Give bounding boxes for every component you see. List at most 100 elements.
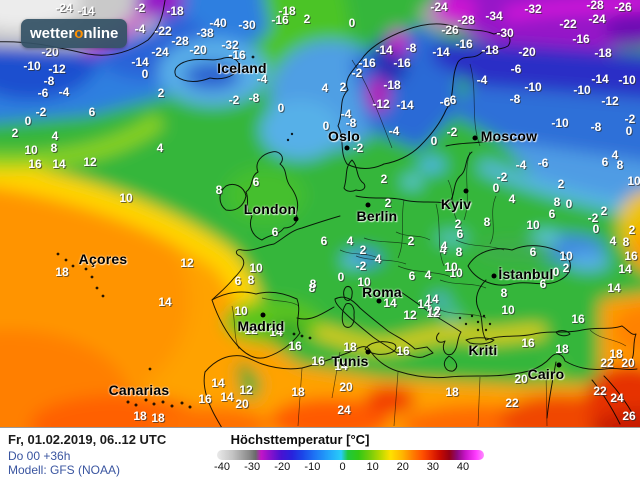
temp-label: 14: [211, 376, 225, 390]
temp-label: 14: [383, 296, 397, 310]
temp-label: 10: [449, 266, 463, 280]
temp-label: -10: [618, 73, 636, 87]
temp-label: -2: [355, 259, 367, 273]
temp-label: 0: [348, 16, 356, 30]
city-dot: [472, 135, 478, 141]
city-dot: [376, 298, 382, 304]
temp-label: 22: [505, 396, 519, 410]
temp-label: 10: [357, 275, 371, 289]
temp-label: 8: [553, 195, 561, 209]
temp-label: 2: [600, 204, 608, 218]
temp-label: 10: [559, 249, 573, 263]
temp-label: 16: [624, 249, 638, 263]
temp-label: 2: [303, 12, 311, 26]
temp-label: 14: [417, 297, 431, 311]
city-dot: [556, 362, 562, 368]
temp-label: 4: [609, 234, 617, 248]
country-borders: [231, 59, 627, 427]
temp-label: -16: [271, 13, 289, 27]
temp-label: -10: [551, 116, 569, 130]
temp-label: 8: [308, 281, 316, 295]
temp-label: 16: [198, 392, 212, 406]
temp-label: 6: [456, 227, 464, 241]
temp-label: 4: [440, 239, 448, 253]
temp-label: 0: [592, 222, 600, 236]
city-label: Iceland: [217, 60, 267, 76]
temperature-color-scale: [217, 450, 484, 460]
temp-label: 2: [454, 217, 462, 231]
logo-accent-o: o: [74, 25, 84, 42]
temp-label: 4: [439, 243, 447, 257]
temp-label: -24: [151, 45, 169, 59]
temp-label: -26: [614, 0, 632, 14]
temp-label: 20: [621, 356, 635, 370]
temp-label: 16: [288, 339, 302, 353]
temp-label: -8: [509, 92, 521, 106]
temp-label: 16: [571, 312, 585, 326]
temp-label: 18: [343, 340, 357, 354]
temp-label: -6: [37, 86, 49, 100]
temp-label: 10: [249, 261, 263, 275]
temp-label: -12: [372, 97, 390, 111]
temp-label: 18: [151, 411, 165, 425]
temp-label: 2: [359, 243, 367, 257]
temp-label: -24: [588, 12, 606, 26]
temp-label: 10: [526, 218, 540, 232]
temp-label: 6: [601, 155, 609, 169]
temp-label: 4: [346, 234, 354, 248]
temp-label: 2: [407, 234, 415, 248]
temp-label: 0: [430, 134, 438, 148]
temp-label: -2: [446, 125, 458, 139]
temp-label: -14: [591, 72, 609, 86]
europe-temperature-map: -24 -14 -2 -18 -4 -22 -38 -28 -20 -24 -20 -14 -10 -12…: [0, 0, 640, 427]
temp-label: 10: [444, 260, 458, 274]
legend-tick: -40: [214, 461, 230, 473]
temp-label: -2: [352, 141, 364, 155]
temp-label: 0: [277, 101, 285, 115]
temp-label: -10: [524, 80, 542, 94]
city-label: Moscow: [480, 128, 538, 144]
temp-label: -2: [587, 211, 599, 225]
temp-label: 0: [492, 181, 500, 195]
temp-label: -4: [476, 73, 488, 87]
city-label: Oslo: [328, 128, 360, 144]
temp-label: -30: [496, 26, 514, 40]
temp-label: -6: [439, 95, 451, 109]
map-labels-layer: -24 -14 -2 -18 -4 -22 -38 -28 -20 -24 -20 -14 -10 -12…: [12, 0, 640, 425]
temp-label: 22: [600, 356, 614, 370]
legend-tick: -20: [274, 461, 291, 473]
temp-label: -2: [624, 112, 636, 126]
temp-label: 8: [455, 245, 463, 259]
temp-label: 10: [501, 303, 515, 317]
temp-label: 2: [628, 223, 636, 237]
temp-label: 8: [309, 277, 317, 291]
temp-label: 0: [625, 124, 633, 138]
city-label: İstanbul: [498, 266, 554, 282]
temp-label: -40: [209, 16, 227, 30]
temp-label: 20: [339, 380, 353, 394]
temp-label: 2: [380, 172, 388, 186]
temp-label: 0: [141, 67, 149, 81]
temp-label: -8: [43, 74, 55, 88]
temp-label: 12: [426, 306, 440, 320]
temp-label: 24: [610, 391, 624, 405]
temp-label: 18: [609, 347, 623, 361]
temp-label: 4: [156, 141, 164, 155]
temp-label: -20: [41, 45, 59, 59]
temp-label: -28: [457, 13, 475, 27]
temp-label: -16: [228, 48, 246, 62]
temp-label: -6: [445, 93, 457, 107]
temp-label: 18: [555, 342, 569, 356]
temp-label: -26: [441, 23, 459, 37]
temp-label: 16: [396, 344, 410, 358]
temp-label: -18: [594, 46, 612, 60]
legend-tick: -10: [304, 461, 321, 473]
legend-tick: -30: [244, 461, 261, 473]
temp-label: 8: [616, 158, 624, 172]
city-label: Tunis: [331, 353, 369, 369]
temp-label: 0: [337, 270, 345, 284]
temp-label: -4: [515, 158, 527, 172]
temp-label: 0: [24, 114, 32, 128]
temp-label: 6: [88, 105, 96, 119]
city-label: London: [243, 201, 297, 217]
